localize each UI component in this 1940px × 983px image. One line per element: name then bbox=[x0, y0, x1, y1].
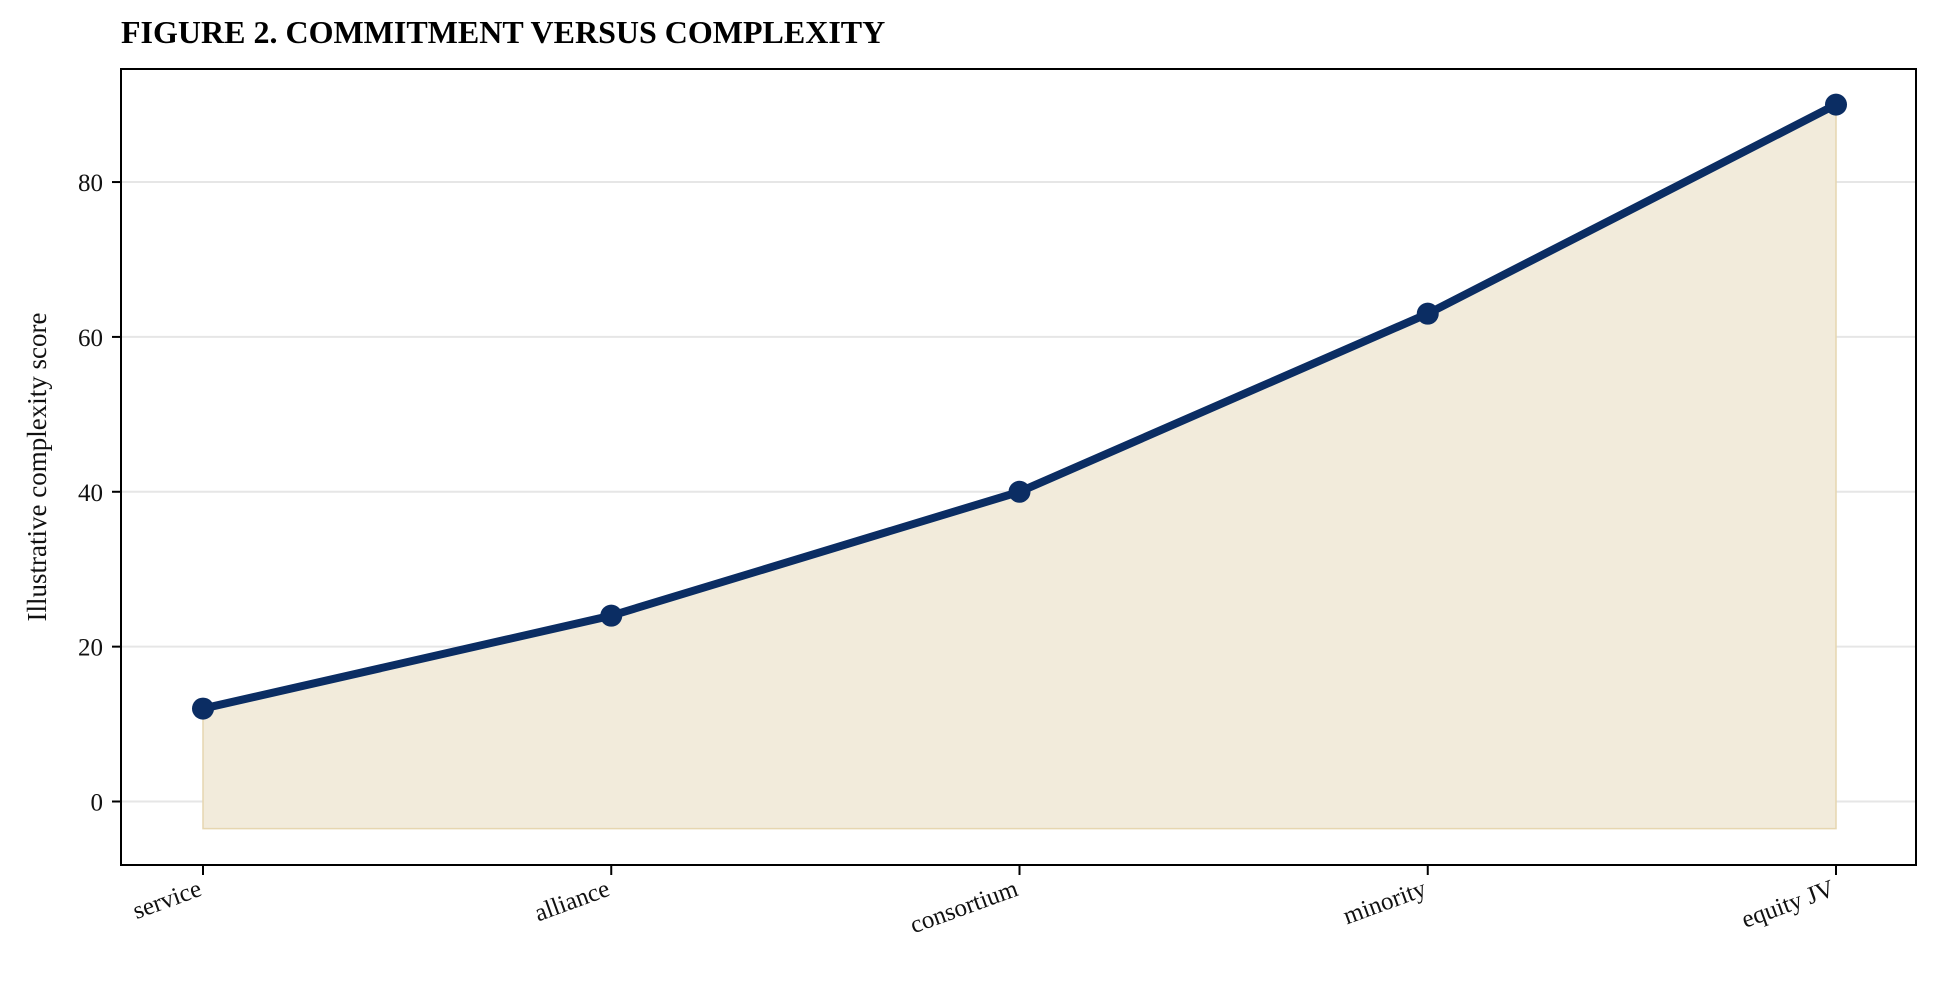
y-tick-label: 40 bbox=[78, 480, 103, 507]
y-axis-label: Illustrative complexity score bbox=[22, 313, 52, 622]
data-point bbox=[192, 697, 214, 720]
area-fill bbox=[202, 103, 1837, 830]
x-tick-label: alliance bbox=[531, 875, 613, 927]
x-tick-label: minority bbox=[1340, 875, 1431, 930]
y-tick-label: 60 bbox=[78, 325, 103, 352]
y-tick-label: 20 bbox=[78, 635, 103, 662]
y-tick-label: 80 bbox=[78, 170, 103, 197]
data-point bbox=[1825, 93, 1847, 116]
x-tick-label: equity JV bbox=[1738, 875, 1838, 933]
y-axis-ticks: 0 20 40 60 80 bbox=[78, 170, 121, 817]
data-point bbox=[600, 604, 623, 627]
data-point bbox=[1008, 480, 1031, 503]
chart-title: FIGURE 2. COMMITMENT VERSUS COMPLEXITY bbox=[121, 14, 886, 50]
x-tick-label: consortium bbox=[907, 875, 1022, 939]
y-tick-label: 0 bbox=[91, 790, 104, 817]
data-point bbox=[1416, 302, 1439, 325]
area-fill-layer bbox=[202, 103, 1837, 830]
x-axis-ticks: service alliance consortium minority equity … bbox=[129, 865, 1838, 939]
x-tick-label: service bbox=[129, 875, 205, 925]
data-points-layer bbox=[192, 93, 1847, 720]
